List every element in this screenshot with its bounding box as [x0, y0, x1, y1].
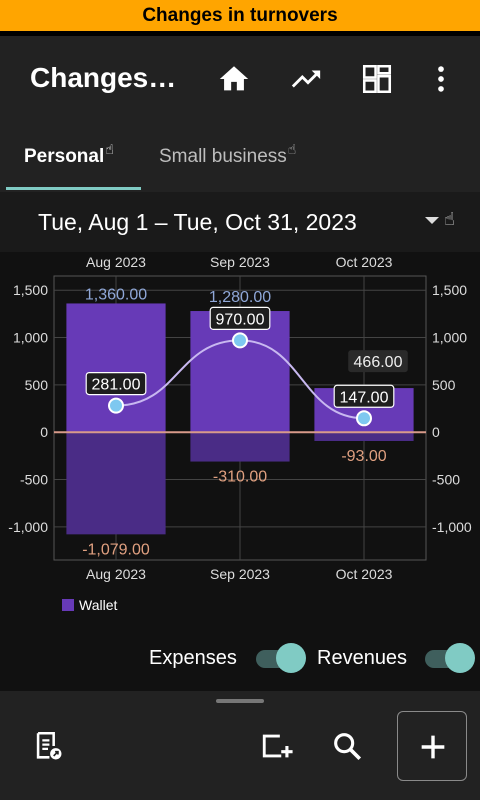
- bottom-bar: [0, 691, 480, 800]
- touch-icon: ☝: [444, 209, 455, 229]
- y-tick-label-right: 1,000: [432, 330, 467, 346]
- net-value-label: 147.00: [340, 389, 389, 406]
- expense-value-label: -93.00: [341, 448, 386, 465]
- chart-legend: Wallet: [62, 597, 117, 613]
- toggle-row: Expenses Revenues: [0, 635, 480, 685]
- expenses-toggle-label: Expenses: [149, 647, 237, 669]
- y-tick-label-right: 0: [432, 424, 440, 440]
- x-tick-label-top: Sep 2023: [210, 254, 270, 270]
- screenshot-banner: Changes in turnovers: [0, 0, 480, 36]
- revenue-label-box: [348, 350, 408, 373]
- touch-icon: ☝: [287, 141, 297, 157]
- add-icon: [421, 735, 445, 759]
- date-range-row[interactable]: Tue, Aug 1 – Tue, Oct 31, 2023 ☝: [0, 192, 480, 252]
- revenue-value-label: 1,280.00: [209, 289, 271, 306]
- net-label-box: [209, 306, 271, 330]
- x-tick-label-bottom: Sep 2023: [210, 566, 270, 582]
- x-tick-label-bottom: Aug 2023: [86, 566, 146, 582]
- turnover-chart[interactable]: 1,500 1,500 1,000 1,000 500 500 0 0 -500 -500 -1,0…: [0, 252, 480, 638]
- y-tick-label-left: -1,000: [8, 519, 48, 535]
- chart-svg: 1,500 1,500 1,000 1,000 500 500 0 0 -500 -500 -1,0…: [8, 254, 472, 582]
- tab-small-business-label: Small business: [159, 146, 287, 167]
- net-point: [356, 410, 372, 427]
- net-label-box: [333, 384, 395, 408]
- report-icon[interactable]: [31, 729, 65, 763]
- y-tick-label-right: -1,000: [432, 519, 472, 535]
- expense-value-label: -310.00: [213, 469, 267, 486]
- tab-bar: Personal☝ Small business☝: [0, 122, 480, 192]
- y-tick-label-left: 1,000: [13, 330, 48, 346]
- tab-personal[interactable]: Personal☝: [24, 141, 114, 168]
- y-tick-label-left: 0: [40, 424, 48, 440]
- y-tick-label-left: 500: [25, 377, 49, 393]
- dropdown-arrow-icon[interactable]: [424, 214, 440, 226]
- tab-personal-label: Personal: [24, 146, 105, 167]
- add-box-icon[interactable]: [260, 729, 294, 763]
- revenues-toggle-label: Revenues: [317, 647, 408, 669]
- more-vert-icon[interactable]: [424, 62, 458, 96]
- revenue-value-label: 466.00: [354, 354, 403, 371]
- revenue-bar: [190, 311, 290, 433]
- drag-handle[interactable]: [216, 699, 264, 703]
- trending-up-icon[interactable]: [289, 62, 323, 96]
- expense-value-label: -1,079.00: [82, 541, 150, 558]
- net-label-box: [85, 371, 147, 396]
- x-tick-label-top: Aug 2023: [86, 254, 146, 270]
- app-bar: Changes…: [0, 36, 480, 122]
- net-point: [108, 397, 124, 414]
- tab-indicator: [6, 187, 141, 190]
- y-tick-label-right: 500: [432, 377, 456, 393]
- legend-swatch: [62, 599, 74, 611]
- y-tick-label-right: 1,500: [432, 282, 467, 298]
- net-value-label: 281.00: [92, 377, 141, 394]
- expense-bar: [190, 432, 290, 462]
- y-tick-label-right: -500: [432, 472, 460, 488]
- y-tick-label-left: 1,500: [13, 282, 48, 298]
- expense-bar: [314, 432, 414, 442]
- net-value-label: 970.00: [216, 311, 265, 328]
- revenue-value-label: 1,360.00: [85, 286, 147, 303]
- y-tick-label-left: -500: [20, 472, 48, 488]
- dashboard-icon[interactable]: [360, 62, 394, 96]
- legend-label: Wallet: [79, 597, 118, 613]
- expenses-toggle[interactable]: [254, 643, 306, 673]
- toggle-thumb: [276, 643, 306, 673]
- revenues-toggle[interactable]: [423, 643, 475, 673]
- date-range-label[interactable]: Tue, Aug 1 – Tue, Oct 31, 2023: [38, 209, 357, 235]
- home-icon[interactable]: [217, 62, 251, 96]
- touch-icon: ☝: [105, 141, 114, 157]
- x-tick-label-bottom: Oct 2023: [336, 566, 393, 582]
- net-point: [232, 332, 248, 349]
- add-button[interactable]: [397, 711, 467, 781]
- page-title: Changes…: [30, 62, 177, 93]
- toggle-thumb: [445, 643, 475, 673]
- tab-small-business[interactable]: Small business☝: [159, 141, 296, 168]
- expense-bar: [66, 432, 166, 535]
- x-tick-label-top: Oct 2023: [336, 254, 393, 270]
- search-icon[interactable]: [330, 729, 364, 763]
